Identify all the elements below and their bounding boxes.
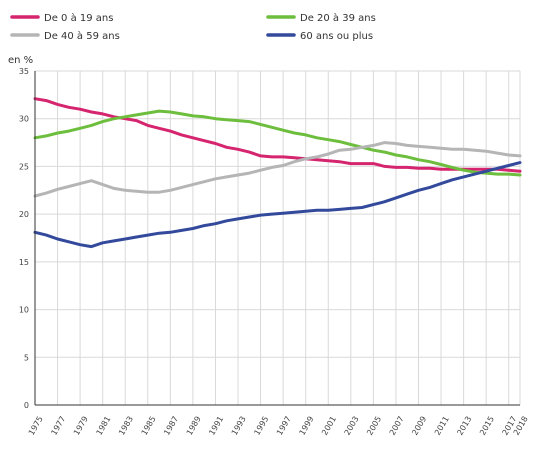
legend-item-3: De 40 à 59 ans [10, 30, 120, 42]
y-tick-label: 5 [24, 353, 29, 362]
x-tick-label: 1989 [185, 415, 203, 437]
y-axis-ticks: 0 5 10 15 20 25 30 35 [19, 67, 29, 410]
series-line-2 [33, 109, 522, 177]
x-tick-label: 1979 [72, 415, 90, 437]
x-tick-label: 2013 [455, 415, 473, 437]
y-tick-label: 25 [19, 162, 29, 171]
x-tick-label: 2011 [433, 415, 451, 437]
legend-item-1: De 0 à 19 ans [10, 12, 113, 24]
x-tick-label: 1981 [95, 415, 113, 437]
y-tick-label: 20 [19, 210, 29, 219]
x-tick-label: 2001 [320, 415, 338, 437]
x-tick-label: 2007 [388, 415, 406, 437]
y-tick-label: 10 [19, 306, 29, 315]
x-tick-label: 1975 [27, 415, 45, 437]
x-tick-label: 1993 [230, 415, 248, 437]
x-tick-label: 2003 [343, 415, 361, 437]
legend-label: De 20 à 39 ans [300, 12, 376, 24]
y-tick-label: 15 [19, 258, 29, 267]
legend-label: De 0 à 19 ans [44, 12, 113, 24]
x-tick-label: 1983 [117, 415, 135, 437]
x-tick-label: 1991 [207, 415, 225, 437]
x-tick-label: 1997 [275, 415, 293, 437]
x-tick-label: 1995 [252, 415, 270, 437]
legend-label: De 40 à 59 ans [44, 30, 120, 42]
x-tick-label: 2005 [365, 415, 383, 437]
y-axis-label: en % [8, 55, 33, 66]
series-lines [33, 97, 522, 249]
series-line-3 [33, 141, 522, 198]
x-tick-label: 2015 [478, 415, 496, 437]
y-tick-label: 30 [19, 115, 29, 124]
series-line-1 [33, 97, 522, 173]
y-tick-label: 35 [19, 67, 29, 76]
y-tick-label: 0 [24, 401, 29, 410]
x-axis-ticks: 1975 1977 1979 1981 1983 1985 1987 1989 1991 1993… [27, 415, 530, 437]
series-line-4 [33, 161, 522, 249]
x-tick-label: 2009 [410, 415, 428, 437]
x-tick-label: 1977 [49, 415, 67, 437]
x-tick-label: 1985 [140, 415, 158, 437]
legend: De 0 à 19 ans De 20 à 39 ans De 40 à 59 an… [10, 12, 376, 42]
legend-item-2: De 20 à 39 ans [266, 12, 376, 24]
legend-item-4: 60 ans ou plus [266, 31, 373, 42]
x-tick-label: 1987 [162, 415, 180, 437]
legend-label: 60 ans ou plus [300, 31, 373, 42]
x-tick-label: 1999 [298, 415, 316, 437]
